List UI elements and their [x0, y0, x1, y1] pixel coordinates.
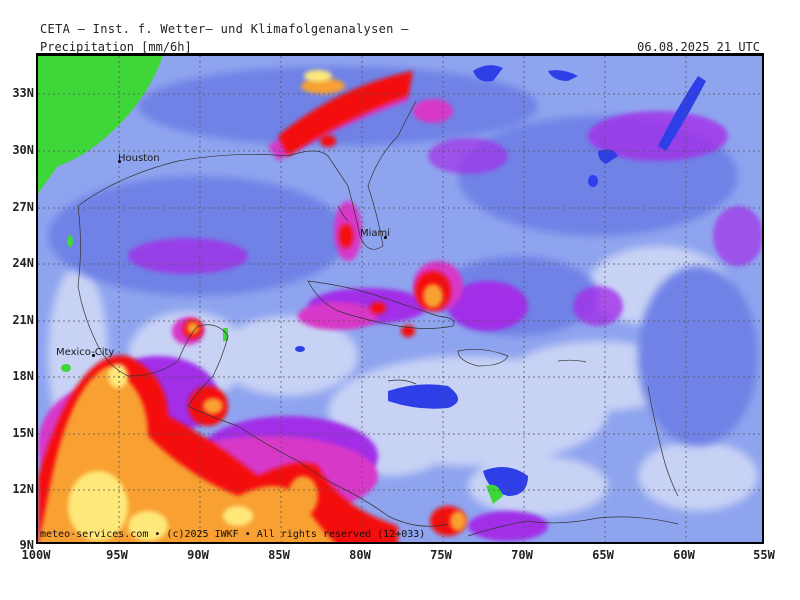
valid-time: 06.08.2025 21 UTC — [637, 40, 760, 54]
lat-label: 12N — [12, 482, 34, 496]
subtitle-bar: Precipitation [mm/6h] 06.08.2025 21 UTC — [36, 40, 764, 54]
subtitle-underline — [36, 53, 764, 54]
miami-dot — [384, 236, 387, 239]
mexico-city-dot — [92, 354, 95, 357]
parameter-label: Precipitation [mm/6h] — [40, 40, 192, 54]
lon-label: 55W — [753, 548, 775, 562]
city-label-mexico-city: Mexico-City — [56, 347, 115, 358]
copyright-footer: meteo-services.com • (c)2025 IWKF • All … — [40, 529, 426, 540]
lat-label: 27N — [12, 200, 34, 214]
extreme-rain-yellow — [68, 70, 332, 541]
green-areas — [38, 56, 503, 504]
city-label-miami: Miami — [360, 228, 391, 239]
lat-label: 15N — [12, 426, 34, 440]
lat-label: 30N — [12, 143, 34, 157]
lon-label: 75W — [430, 548, 452, 562]
lon-label: 100W — [21, 548, 51, 562]
lon-label: 70W — [511, 548, 533, 562]
lon-label: 60W — [673, 548, 695, 562]
lon-label: 90W — [187, 548, 209, 562]
lon-label: 65W — [592, 548, 614, 562]
lat-label: 21N — [12, 313, 34, 327]
lat-label: 18N — [12, 369, 34, 383]
lat-label: 33N — [12, 86, 34, 100]
lat-label: 9N — [19, 538, 34, 552]
lat-lon-grid — [38, 56, 762, 542]
coastlines — [77, 100, 679, 537]
lon-label: 85W — [268, 548, 290, 562]
lon-label: 80W — [349, 548, 371, 562]
houston-dot — [118, 160, 121, 163]
chart-title: CETA — Inst. f. Wetter— und Klimafolgena… — [40, 22, 409, 36]
lon-label: 95W — [106, 548, 128, 562]
precipitation-map[interactable]: Houston Miami Mexico-City meteo-services… — [36, 54, 764, 544]
lat-label: 24N — [12, 256, 34, 270]
precipitation-field — [38, 56, 762, 542]
city-label-houston: Houston — [118, 153, 160, 164]
